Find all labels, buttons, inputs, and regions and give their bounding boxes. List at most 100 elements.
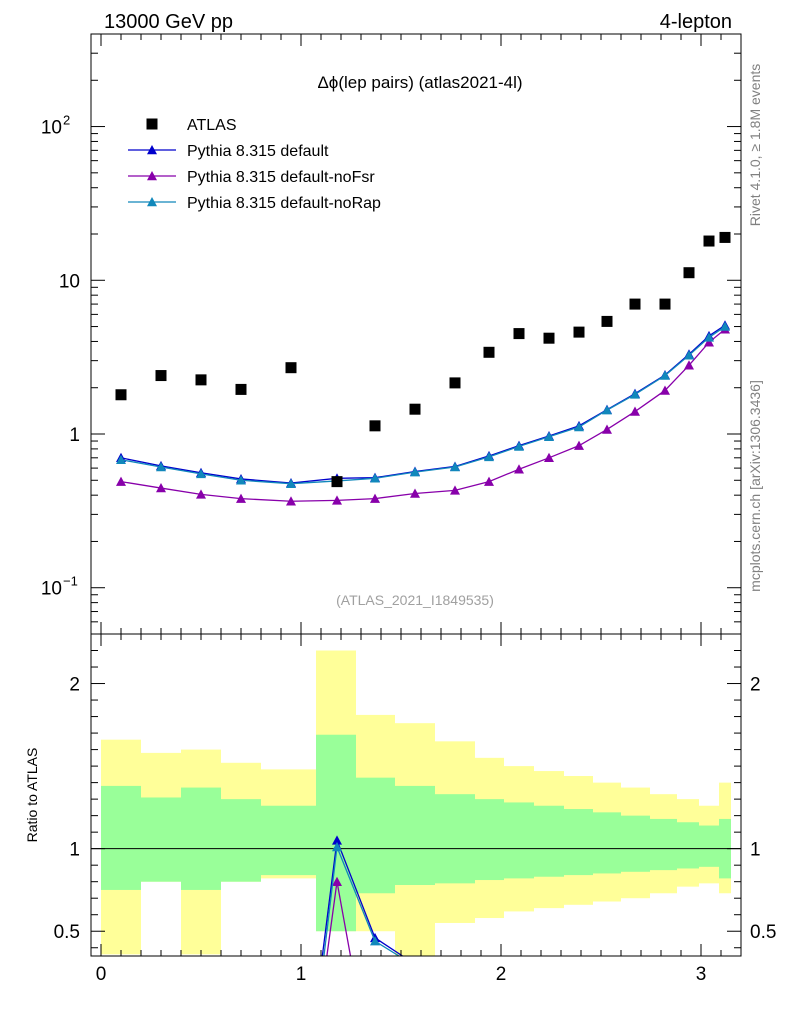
ratio-y-tick-label-left: 0.5 [54, 922, 80, 943]
green-band-bin [101, 785, 141, 890]
main-series-marker [574, 422, 584, 432]
data-point [195, 374, 207, 386]
main-series-marker [514, 464, 524, 474]
main-series-line [120, 324, 726, 484]
green-band-bin [621, 815, 650, 872]
main-mc-curves [116, 320, 730, 506]
main-y-tick-exponent: 2 [63, 113, 70, 128]
main-series-marker [720, 321, 730, 331]
main-series-marker [410, 467, 420, 477]
legend-marker [147, 171, 157, 181]
main-series-marker [370, 473, 380, 483]
data-point [683, 267, 695, 279]
data-point [409, 403, 421, 415]
green-band-bin [475, 799, 504, 881]
main-series-marker [484, 451, 494, 462]
green-band-bin [534, 805, 564, 877]
green-band-bin [316, 734, 356, 932]
main-y-tick-label: 10 [59, 271, 80, 292]
green-band-bin [650, 818, 677, 871]
ratio-series-marker [332, 835, 342, 845]
main-series-marker [684, 360, 694, 370]
legend-label: Pythia 8.315 default-noFsr [187, 169, 375, 186]
legend: ATLAS Pythia 8.315 default Pythia 8.315 de… [128, 117, 381, 212]
data-point [659, 298, 671, 310]
ratio-y-tick-label-right: 0.5 [750, 922, 776, 943]
rivet-version-label: Rivet 4.1.0, ≥ 1.8M events [747, 64, 763, 227]
green-band-bin [564, 809, 593, 876]
main-series-marker [116, 454, 126, 464]
main-series-marker [236, 475, 246, 485]
x-tick-label: 3 [696, 964, 707, 985]
green-band-bin [435, 794, 475, 884]
main-series-marker [196, 468, 206, 479]
ratio-y-tick-label-right: 1 [750, 840, 761, 861]
main-series-marker [286, 478, 296, 488]
main-series-marker [286, 496, 296, 506]
legend-marker [147, 145, 157, 155]
main-series-marker [602, 405, 612, 415]
legend-marker-atlas [146, 118, 158, 130]
ratio-mc-curves [321, 835, 404, 956]
main-series-marker [450, 462, 460, 472]
ratio-series-marker [332, 842, 342, 852]
main-data-points [115, 231, 731, 488]
ratio-series-line [321, 840, 404, 956]
main-series-marker [450, 485, 460, 495]
data-point [483, 346, 495, 358]
data-point [155, 370, 167, 382]
main-series-marker [514, 441, 524, 451]
main-series-marker [630, 389, 640, 399]
header-energy-label: 13000 GeV pp [104, 11, 233, 33]
main-series-marker [544, 452, 554, 463]
green-band-bin [395, 785, 435, 885]
legend-label: Pythia 8.315 default-noRap [187, 195, 381, 212]
main-series-line [120, 326, 726, 485]
ratio-uncertainty-bands [91, 650, 741, 956]
data-point [573, 326, 585, 338]
data-point [115, 389, 127, 401]
main-series-marker [236, 493, 246, 503]
data-point [601, 315, 613, 327]
green-band-bin [593, 812, 621, 874]
main-series-marker [602, 424, 612, 434]
main-series-marker [660, 370, 670, 380]
main-series-marker [630, 406, 640, 416]
main-series-marker [484, 476, 494, 486]
ratio-y-tick-label-right: 2 [750, 675, 761, 696]
mcplots-reference-label: mcplots.cern.ch [arXiv:1306.3436] [747, 380, 763, 592]
ratio-y-axis-label: Ratio to ATLAS [24, 748, 40, 843]
main-series-marker [156, 462, 166, 472]
green-band-bin [141, 797, 181, 882]
green-band-bin [261, 805, 316, 876]
main-series-marker [332, 495, 342, 505]
green-band-bin [677, 822, 699, 869]
data-point [331, 476, 343, 488]
data-point [703, 235, 715, 247]
axis-ticks [91, 33, 741, 956]
x-tick-label: 1 [296, 964, 307, 985]
data-point [369, 420, 381, 432]
main-y-tick-exponent: −1 [63, 574, 78, 589]
main-series-marker [704, 337, 714, 347]
main-series-marker [684, 350, 694, 360]
data-point [285, 362, 297, 374]
main-series-marker [116, 476, 126, 486]
data-point [513, 328, 525, 340]
main-series-marker [410, 488, 420, 498]
green-band-bin [181, 787, 221, 890]
ratio-plot-frame [90, 633, 742, 957]
main-y-tick-label: 10 [41, 118, 62, 139]
watermark-label: (ATLAS_2021_I1849535) [336, 592, 494, 608]
legend-label-atlas: ATLAS [187, 117, 237, 134]
main-series-marker [704, 332, 714, 342]
green-band-bin [221, 799, 261, 882]
header-process-label: 4-lepton [660, 11, 732, 33]
ratio-y-tick-label-left: 1 [69, 840, 80, 861]
legend-marker [147, 197, 157, 207]
data-point [543, 332, 555, 344]
x-tick-label: 0 [96, 964, 107, 985]
main-y-tick-label: 1 [69, 425, 80, 446]
